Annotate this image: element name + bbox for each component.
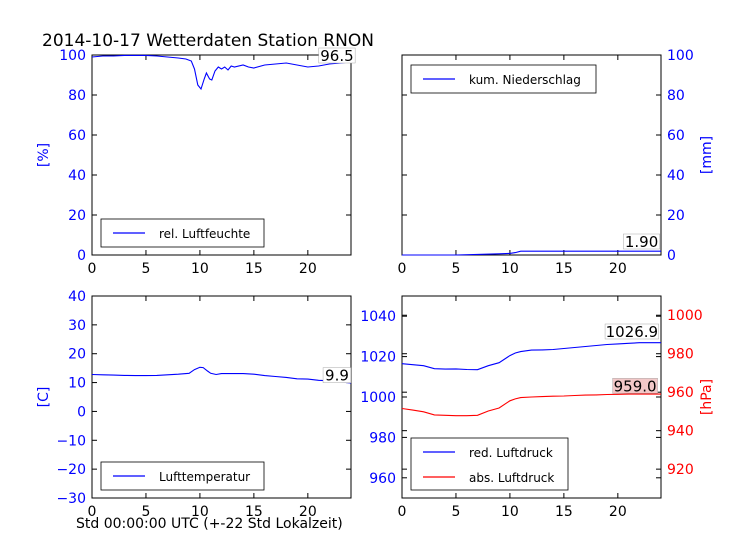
- plot-frame: [91, 295, 352, 499]
- legend-entry: Lufttemperatur: [159, 470, 250, 484]
- y-tick-label: 10: [68, 376, 86, 392]
- y-axis-label: [mm]: [699, 136, 715, 174]
- y-tick-label: 1000: [360, 390, 396, 406]
- y-tick-label: 100: [59, 48, 86, 64]
- y-axis-label: [C]: [36, 387, 52, 408]
- legend-box: [410, 437, 569, 491]
- y-tick-label: 40: [68, 289, 86, 305]
- y-axis-label: [%]: [36, 143, 52, 167]
- x-tick-label: 0: [398, 261, 407, 277]
- x-tick-label: 5: [451, 261, 460, 277]
- y-tick-label: 980: [369, 430, 396, 446]
- y-tick-label: 1040: [360, 309, 396, 325]
- x-tick-label: 5: [141, 504, 150, 520]
- value-annotation-box: [322, 367, 352, 383]
- series-line-lufttemperatur: [91, 366, 352, 384]
- y-tick-label: 40: [667, 168, 685, 184]
- y-tick-label: 920: [667, 462, 694, 478]
- y-tick-label: 1020: [360, 350, 396, 366]
- value-annotation-box: [623, 233, 661, 250]
- y-tick-label: 30: [68, 318, 86, 334]
- chart-panel-top-right: [401, 54, 662, 256]
- value-annotation: 959.0: [614, 377, 657, 395]
- series-line-abs-luftdruck: [401, 393, 661, 417]
- series-line-red-luftdruck: [401, 342, 661, 371]
- x-tick-label: 10: [501, 504, 519, 520]
- value-annotation: 1026.9: [606, 323, 659, 341]
- value-annotation: 96.5: [320, 47, 353, 65]
- x-tick-label: 5: [141, 261, 150, 277]
- y-tick-label: 960: [369, 471, 396, 487]
- y-tick-label: 0: [667, 248, 676, 264]
- figure-title: 2014-10-17 Wetterdaten Station RNON: [42, 31, 374, 51]
- value-annotation-box: [612, 378, 658, 394]
- y-tick-label: 960: [667, 385, 694, 401]
- x-tick-label: 15: [555, 261, 573, 277]
- chart-panel-bottom-right: [401, 295, 662, 499]
- y-tick-label: −20: [56, 462, 86, 478]
- x-tick-label: 15: [245, 261, 263, 277]
- value-annotation-box: [604, 323, 659, 340]
- x-tick-label: 15: [555, 504, 573, 520]
- y-tick-label: 940: [667, 424, 694, 440]
- y-axis-label: [hPa]: [699, 379, 715, 415]
- series-line-rel-luftfeuchte: [91, 54, 352, 91]
- x-tick-label: 20: [609, 504, 627, 520]
- x-tick-label: 0: [88, 504, 97, 520]
- y-tick-label: 0: [77, 248, 86, 264]
- legend-entry: kum. Niederschlag: [469, 73, 581, 87]
- x-tick-label: 10: [501, 261, 519, 277]
- y-tick-label: 100: [667, 48, 694, 64]
- x-tick-label: 20: [299, 261, 317, 277]
- legend-entry: rel. Luftfeuchte: [159, 227, 250, 241]
- y-tick-label: −10: [56, 433, 86, 449]
- x-tick-label: 5: [451, 504, 460, 520]
- y-tick-label: −30: [56, 491, 86, 507]
- x-tick-label: 0: [88, 261, 97, 277]
- y-tick-label: 40: [68, 168, 86, 184]
- y-tick-label: 20: [667, 208, 685, 224]
- x-tick-label: 10: [191, 504, 209, 520]
- y-tick-label: 20: [68, 208, 86, 224]
- y-tick-label: 980: [667, 347, 694, 363]
- chart-panel-top-left: [91, 47, 356, 256]
- value-annotation: 9.9: [325, 367, 349, 385]
- x-axis-caption: Std 00:00:00 UTC (+-22 Std Lokalzeit): [76, 516, 343, 532]
- y-tick-label: 20: [68, 347, 86, 363]
- plot-frame: [91, 54, 352, 256]
- value-annotation: 1.90: [625, 233, 658, 251]
- value-annotation-box: [318, 47, 356, 64]
- legend-entry: red. Luftdruck: [469, 446, 553, 460]
- series-line-kum-niederschlag: [402, 250, 661, 256]
- x-tick-label: 0: [398, 504, 407, 520]
- plot-frame: [401, 54, 662, 256]
- y-tick-label: 60: [68, 128, 86, 144]
- chart-panel-bottom-left: [91, 295, 352, 499]
- y-tick-label: 0: [77, 404, 86, 420]
- x-tick-label: 15: [245, 504, 263, 520]
- x-tick-label: 20: [609, 261, 627, 277]
- y-tick-label: 60: [667, 128, 685, 144]
- y-tick-label: 80: [68, 88, 86, 104]
- y-tick-label: 80: [667, 88, 685, 104]
- x-tick-label: 10: [191, 261, 209, 277]
- y-tick-label: 1000: [667, 308, 703, 324]
- x-tick-label: 20: [299, 504, 317, 520]
- legend-entry: abs. Luftdruck: [469, 471, 554, 485]
